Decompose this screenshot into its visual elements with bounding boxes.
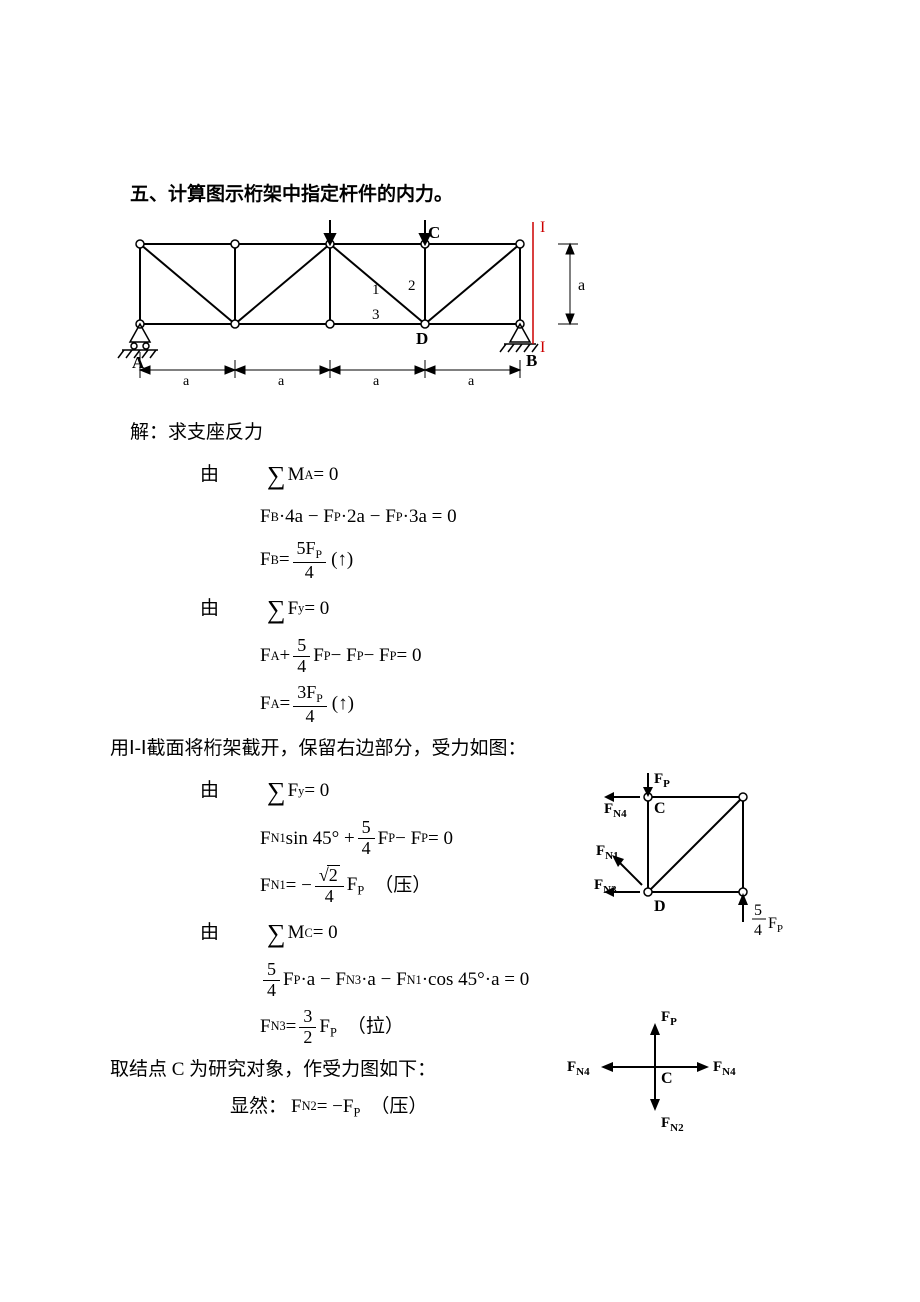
fb-lhs: F (260, 545, 271, 575)
final-lhs: F (291, 1092, 302, 1122)
eq1: FB·4a − FP·2a − FP·3a = 0 (260, 502, 810, 532)
eq-FB: FB = 5FP4 (↑) (260, 539, 810, 583)
eq-sum-MC: 由 ∑MC = 0 (200, 913, 566, 955)
eq2: FA + 54 FP − FP − FP = 0 (260, 636, 810, 677)
fn3-note: （拉） (347, 1012, 404, 1042)
svg-text:FN3: FN3 (594, 877, 617, 896)
by-4: 由 (200, 918, 219, 948)
dim-a1: a (183, 374, 190, 389)
eq2-mid: + (280, 641, 291, 671)
fbd1-C: C (654, 800, 666, 817)
eq2-sub: A (271, 647, 280, 667)
svg-text:FN4: FN4 (567, 1059, 590, 1078)
dim-a3: a (373, 374, 380, 389)
fn1r-eq: = − (286, 871, 312, 901)
eq3-den: 4 (263, 981, 280, 1001)
fn3-lhs: F (260, 1012, 271, 1042)
member-1: 1 (372, 282, 380, 298)
by-2: 由 (200, 594, 219, 624)
fb-sub: B (271, 551, 279, 571)
node-B: B (526, 351, 537, 370)
final-pre: 显然： (230, 1092, 287, 1122)
fbd2-C: C (661, 1070, 673, 1087)
fn1-mid: sin 45° + (286, 824, 355, 854)
eq2-num: 5 (293, 636, 310, 657)
fn3-sub: N3 (271, 1017, 286, 1037)
eq-sum-Fy2: 由 ∑Fy = 0 (200, 771, 566, 813)
fn3-den: 2 (299, 1028, 316, 1048)
eq-FN1: FN1 sin 45° + 54 FP − FP = 0 (260, 818, 566, 859)
fn1r-lhs: F (260, 871, 271, 901)
fn1r-root: 2 (327, 865, 340, 886)
eq2-den: 4 (293, 657, 310, 677)
fbd1-D: D (654, 898, 666, 915)
eq3-num: 5 (263, 960, 280, 981)
member-2: 2 (408, 278, 416, 294)
dim-a-v: a (578, 277, 585, 294)
fa-dir: (↑) (332, 689, 354, 719)
fn3-eq: = (286, 1012, 297, 1042)
eq3: 54 FP·a − FN3·a − FN1·cos 45°·a = 0 (260, 960, 566, 1001)
fy2-rhs: = 0 (304, 776, 329, 806)
svg-text:5: 5 (754, 902, 762, 919)
node-C: C (428, 223, 440, 242)
eq3-sub2: N1 (407, 971, 422, 991)
ma-sub: A (304, 466, 313, 486)
eq-sum-Fy: 由 ∑Fy = 0 (200, 589, 810, 631)
eq-sum-MA: 由 ∑∑MMA = 0 (200, 455, 810, 497)
fy-rhs: = 0 (304, 594, 329, 624)
fb-eq: = (279, 545, 290, 575)
by-3: 由 (200, 776, 219, 806)
fa-sub: A (271, 695, 280, 715)
section-fbd: FP FN4 FN1 FN3 C D 5 (580, 769, 790, 989)
fa-eq: = (280, 689, 291, 719)
truss-diagram: I I 1 2 3 C D A B a (110, 218, 610, 408)
svg-text:FP: FP (654, 771, 670, 790)
svg-text:FP: FP (768, 915, 783, 935)
eq-FA: FA = 3FP4 (↑) (260, 683, 810, 727)
section-label-bot: I (540, 339, 545, 356)
fn1-pre: F (260, 824, 271, 854)
final-note: （压） (370, 1092, 427, 1122)
fn3-num: 3 (299, 1007, 316, 1028)
svg-text:FP: FP (661, 1009, 677, 1028)
mc-rhs: = 0 (313, 918, 338, 948)
final-sub: N2 (302, 1097, 317, 1117)
member-3: 3 (372, 307, 380, 323)
fn1-sub: N1 (271, 829, 286, 849)
dim-a2: a (278, 374, 285, 389)
eq-FN2: 显然： FN2 = −FP （压） (230, 1092, 550, 1123)
eq3-sub: N3 (346, 971, 361, 991)
node-c-fbd: FP C FN4 FN4 FN2 (560, 1007, 750, 1147)
fb-den: 4 (301, 563, 318, 583)
svg-text:FN2: FN2 (661, 1115, 684, 1134)
step-section: 用Ⅰ-Ⅰ截面将桁架截开，保留右边部分，受力如图： (110, 734, 810, 764)
fb-dir: (↑) (331, 545, 353, 575)
fn1r-den: 4 (321, 887, 338, 907)
eq-FN1-result: FN1 = − 2 4 FP （压） (260, 865, 566, 907)
svg-text:FN1: FN1 (596, 843, 619, 862)
svg-text:4: 4 (754, 922, 762, 939)
svg-text:FN4: FN4 (604, 801, 627, 820)
section-label-top: I (540, 219, 545, 236)
problem-title: 五、计算图示桁架中指定杆件的内力。 (130, 180, 810, 210)
fn1r-sub: N1 (271, 876, 286, 896)
fa-lhs: F (260, 689, 271, 719)
fa-den: 4 (301, 707, 318, 727)
step-reactions: 解：求支座反力 (130, 418, 810, 448)
eq-FN3: FN3 = 32 FP （拉） (260, 1007, 550, 1048)
eq2-pre: F (260, 641, 271, 671)
dim-a4: a (468, 374, 475, 389)
by-1: 由 (200, 460, 219, 490)
fn1-den: 4 (358, 839, 375, 859)
fn1-num: 5 (358, 818, 375, 839)
ma-rhs: = 0 (313, 460, 338, 490)
fn1r-note: （压） (374, 871, 431, 901)
svg-text:FN4: FN4 (713, 1059, 736, 1078)
node-D: D (416, 329, 428, 348)
mc-sub: C (304, 924, 312, 944)
